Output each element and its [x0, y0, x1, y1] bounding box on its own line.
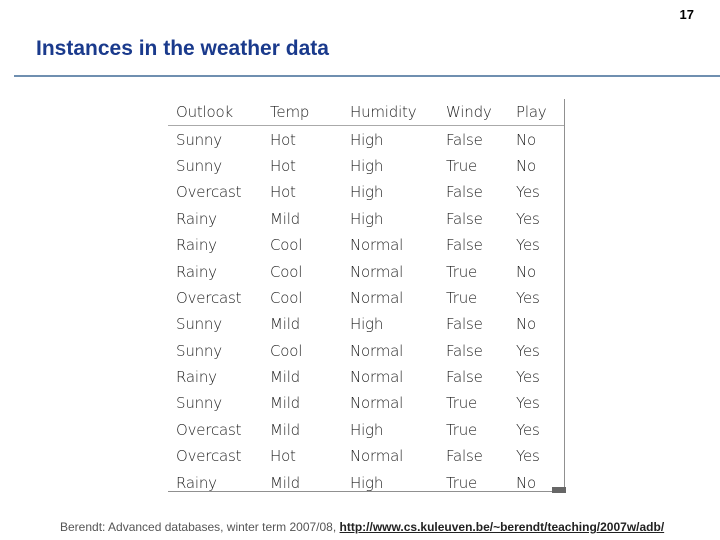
cell-humidity: Normal — [350, 341, 404, 360]
slide-title: Instances in the weather data — [36, 37, 329, 60]
cell-outlook: Overcast — [176, 420, 242, 439]
cell-outlook: Overcast — [176, 288, 242, 307]
cell-windy: True — [446, 262, 478, 281]
cell-temp: Mild — [270, 315, 300, 334]
cell-humidity: High — [350, 183, 384, 202]
footer-link[interactable]: http://www.cs.kuleuven.be/~berendt/teach… — [339, 520, 665, 534]
cell-play: No — [516, 473, 536, 492]
table-row: Sunny Cool Normal False Yes — [168, 338, 564, 364]
cell-humidity: Normal — [350, 368, 404, 387]
cell-windy: False — [446, 447, 483, 466]
footer-text: Berendt: Advanced databases, winter term… — [60, 520, 340, 534]
header-outlook: Outlook — [168, 99, 262, 127]
cell-temp: Mild — [270, 368, 300, 387]
table-row: Sunny Hot High True No — [168, 153, 564, 179]
cell-play: Yes — [516, 368, 540, 387]
table-row: Rainy Cool Normal True No — [168, 258, 564, 284]
table-row: Rainy Mild High True No — [168, 469, 564, 495]
cell-humidity: High — [350, 156, 384, 175]
cell-windy: False — [446, 130, 483, 149]
cell-play: Yes — [516, 447, 540, 466]
cell-play: Yes — [516, 420, 540, 439]
cell-windy: False — [446, 183, 483, 202]
cell-play: Yes — [516, 236, 540, 255]
footer: Berendt: Advanced databases, winter term… — [60, 520, 664, 534]
cell-humidity: Normal — [350, 447, 404, 466]
header-windy: Windy — [438, 99, 508, 127]
table-row: Sunny Mild Normal True Yes — [168, 390, 564, 416]
cell-humidity: High — [350, 130, 384, 149]
cell-play: No — [516, 262, 536, 281]
cell-windy: True — [446, 473, 478, 492]
cell-windy: False — [446, 209, 483, 228]
cell-temp: Cool — [270, 236, 303, 255]
cell-outlook: Rainy — [176, 473, 217, 492]
cell-temp: Hot — [270, 156, 296, 175]
cell-windy: False — [446, 315, 483, 334]
cell-outlook: Rainy — [176, 236, 217, 255]
cell-windy: True — [446, 288, 478, 307]
table-row: Overcast Hot Normal False Yes — [168, 443, 564, 469]
cell-outlook: Overcast — [176, 447, 242, 466]
cell-temp: Hot — [270, 447, 296, 466]
header-temp: Temp — [262, 99, 342, 127]
cell-outlook: Sunny — [176, 130, 222, 149]
table-body: Sunny Hot High False No Sunny Hot High True No Ove… — [168, 126, 564, 496]
cell-temp: Cool — [270, 288, 303, 307]
cell-temp: Mild — [270, 420, 300, 439]
cell-outlook: Sunny — [176, 341, 222, 360]
table-row: Sunny Hot High False No — [168, 126, 564, 153]
cell-temp: Mild — [270, 473, 300, 492]
cell-windy: False — [446, 368, 483, 387]
cell-temp: Hot — [270, 183, 296, 202]
cell-humidity: High — [350, 420, 384, 439]
header-play: Play — [508, 99, 564, 127]
cell-play: Yes — [516, 183, 540, 202]
cell-temp: Cool — [270, 262, 303, 281]
table-row: Rainy Mild High False Yes — [168, 206, 564, 232]
page-number: 17 — [679, 7, 694, 22]
cell-temp: Mild — [270, 394, 300, 413]
cell-outlook: Sunny — [176, 394, 222, 413]
cell-outlook: Sunny — [176, 156, 222, 175]
cell-humidity: High — [350, 315, 384, 334]
cell-play: Yes — [516, 288, 540, 307]
cell-outlook: Sunny — [176, 315, 222, 334]
cell-humidity: Normal — [350, 262, 404, 281]
cell-windy: True — [446, 394, 478, 413]
cell-play: No — [516, 130, 536, 149]
cell-humidity: Normal — [350, 288, 404, 307]
cell-windy: True — [446, 420, 478, 439]
cell-windy: False — [446, 341, 483, 360]
weather-table: Outlook Temp Humidity Windy Play Sunny Ho… — [168, 99, 564, 496]
cell-windy: False — [446, 236, 483, 255]
header-humidity: Humidity — [342, 99, 438, 127]
cell-outlook: Rainy — [176, 209, 217, 228]
cell-temp: Mild — [270, 209, 300, 228]
cell-outlook: Rainy — [176, 262, 217, 281]
cell-humidity: High — [350, 473, 384, 492]
cell-play: Yes — [516, 209, 540, 228]
table-row: Rainy Mild Normal False Yes — [168, 364, 564, 390]
cell-temp: Hot — [270, 130, 296, 149]
table-row: Overcast Cool Normal True Yes — [168, 285, 564, 311]
table-row: Overcast Mild High True Yes — [168, 417, 564, 443]
cell-outlook: Rainy — [176, 368, 217, 387]
cell-outlook: Overcast — [176, 183, 242, 202]
table-row: Rainy Cool Normal False Yes — [168, 232, 564, 258]
title-divider — [14, 75, 720, 77]
cell-play: No — [516, 315, 536, 334]
cell-temp: Cool — [270, 341, 303, 360]
cell-humidity: Normal — [350, 236, 404, 255]
weather-table-frame: Outlook Temp Humidity Windy Play Sunny Ho… — [168, 99, 566, 493]
cell-humidity: High — [350, 209, 384, 228]
cell-play: No — [516, 156, 536, 175]
table-header-row: Outlook Temp Humidity Windy Play — [168, 99, 564, 127]
cell-windy: True — [446, 156, 478, 175]
cell-humidity: Normal — [350, 394, 404, 413]
table-row: Sunny Mild High False No — [168, 311, 564, 337]
cell-play: Yes — [516, 341, 540, 360]
table-row: Overcast Hot High False Yes — [168, 179, 564, 205]
cell-play: Yes — [516, 394, 540, 413]
